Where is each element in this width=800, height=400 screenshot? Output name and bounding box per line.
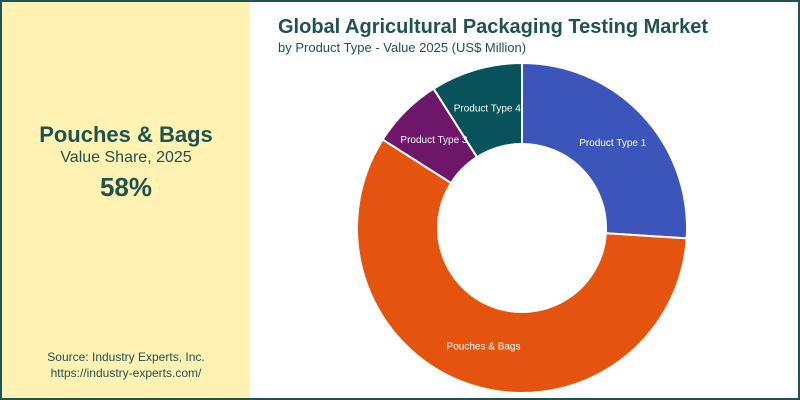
source-credit: Source: Industry Experts, Inc. xyxy=(47,350,205,364)
slice-label-pouches-and-bags: Pouches & Bags xyxy=(447,341,521,352)
donut-slices xyxy=(356,61,688,394)
chart-subtitle: by Product Type - Value 2025 (US$ Millio… xyxy=(278,40,527,55)
slice-product-type-1 xyxy=(521,61,688,240)
donut-slice-labels: Product Type 1 Pouches & Bags Product Type… xyxy=(400,103,646,352)
slice-label-product-type-3: Product Type 3 xyxy=(400,135,468,146)
slice-product-type-4 xyxy=(432,61,523,159)
highlight-panel: Pouches & Bags Value Share, 2025 58% Sou… xyxy=(2,2,250,398)
highlight-caption: Value Share, 2025 xyxy=(60,149,192,166)
source-url: https://industry-experts.com/ xyxy=(50,366,202,380)
highlight-share-value: 58% xyxy=(99,172,153,202)
slice-label-product-type-4: Product Type 4 xyxy=(454,103,522,114)
donut-chart: Product Type 1 Pouches & Bags Product Type… xyxy=(356,61,688,394)
highlight-segment-name: Pouches & Bags xyxy=(39,122,213,147)
slice-pouches-and-bags xyxy=(356,138,688,394)
chart-title: Global Agricultural Packaging Testing Ma… xyxy=(278,16,709,38)
slice-label-product-type-1: Product Type 1 xyxy=(579,138,647,149)
